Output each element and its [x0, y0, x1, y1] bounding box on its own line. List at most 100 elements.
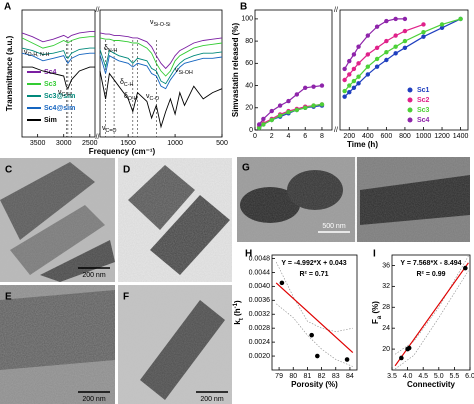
y-tick-label: 0.0020 [249, 353, 271, 360]
micrograph-g: G 500 nm [237, 157, 470, 242]
series-line [22, 66, 223, 129]
y-tick-label: 0.0024 [249, 339, 271, 346]
x-tick-label: 1000 [416, 133, 432, 140]
legend-label: Sc4 [417, 117, 430, 124]
axis-break: // [334, 127, 338, 134]
legend-label: Sim [44, 117, 57, 124]
x-tick-label: 2500 [82, 140, 98, 147]
plot-frame [21, 9, 96, 138]
x-axis-title: Time (h) [347, 140, 378, 149]
x-tick-label: 4 [287, 133, 291, 140]
x-tick-label: 4.0 [403, 373, 413, 380]
plot-frame [99, 9, 223, 138]
x-tick-label: 800 [399, 133, 411, 140]
y-tick-label: 0.0044 [249, 269, 271, 276]
x-tick-label: 3.5 [387, 373, 397, 380]
data-point [342, 66, 347, 72]
legend-marker [407, 117, 413, 123]
data-point [277, 113, 283, 118]
annotation-part: ν [146, 93, 150, 100]
data-point [279, 280, 285, 286]
y-tick-label: 0 [249, 127, 253, 134]
data-point [365, 64, 371, 69]
y-tick-label: 20 [245, 105, 253, 112]
micrograph-c: C 200 nm [0, 158, 115, 282]
annotation: R² = 0.71 [300, 271, 329, 278]
data-point [277, 103, 283, 108]
data-point [319, 102, 325, 107]
y-tick-label: 100 [241, 16, 253, 23]
data-point [374, 24, 380, 29]
panel-label: E [5, 292, 12, 303]
series-line [258, 23, 424, 128]
annotation: νC=O [102, 125, 116, 135]
series-line [21, 52, 223, 90]
data-point [351, 85, 357, 90]
data-point [342, 77, 347, 83]
x-tick-label: 5.0 [434, 373, 444, 380]
y-axis-title-part: k [233, 320, 242, 325]
fit-line [275, 282, 354, 354]
annotation: νO-H, N-H [24, 49, 50, 59]
data-point [351, 78, 357, 84]
panel-label: G [242, 163, 250, 174]
data-point [458, 16, 463, 22]
x-tick-label: 83 [332, 373, 340, 380]
y-tick-label: 0.0036 [249, 297, 271, 304]
annotation-part: N-H [108, 48, 118, 54]
data-point [347, 83, 352, 88]
y-tick-label: 0.0040 [249, 283, 271, 290]
data-point [303, 105, 308, 110]
data-point [311, 84, 316, 89]
data-point [347, 58, 352, 64]
series-line [21, 36, 223, 77]
data-point [351, 52, 357, 57]
y-tick-label: 32 [382, 283, 390, 290]
annotation-part: ν [175, 67, 179, 74]
annotation-part: δ [124, 93, 128, 100]
annotation-part: C-H [124, 82, 134, 88]
x-tick-label: 6 [303, 133, 307, 140]
panel-label: H [245, 249, 252, 260]
scale-bar-label: 200 nm [82, 396, 106, 403]
y-tick-label: 36 [382, 262, 390, 269]
data-point [402, 28, 408, 34]
annotation: νC-O [146, 93, 159, 103]
annotation: νC-H [58, 89, 71, 99]
axis-break: // [96, 7, 100, 14]
confidence-band [394, 270, 469, 370]
scale-bar-label: 200 nm [200, 396, 224, 403]
data-point [356, 61, 361, 66]
x-tick-label: 3500 [30, 140, 46, 147]
data-point [365, 52, 371, 57]
x-tick-label: 81 [304, 373, 312, 380]
micrograph-d: D [118, 158, 232, 282]
legend-marker [407, 87, 413, 93]
data-point [374, 56, 380, 62]
series-line [21, 47, 223, 85]
plot-frame [254, 9, 333, 131]
data-point [406, 345, 412, 351]
data-point [439, 25, 445, 30]
plot-frame [339, 9, 469, 131]
annotation-part: C=O [106, 128, 117, 134]
data-point [393, 33, 398, 38]
data-point [356, 81, 361, 86]
data-point [402, 38, 408, 44]
annotation: δO-H [124, 93, 138, 103]
series-line [21, 31, 223, 70]
annotation: νSi-O-Si [150, 19, 170, 29]
data-point [384, 57, 389, 63]
y-tick-label: 24 [382, 325, 390, 332]
x-tick-label: 500 [216, 140, 228, 147]
y-tick-label: 40 [245, 82, 253, 89]
x-tick-label: 84 [346, 373, 354, 380]
data-point [384, 38, 389, 44]
x-tick-label: 400 [362, 133, 374, 140]
x-axis-title: Frequency (cm⁻¹) [89, 147, 156, 156]
annotation: δC-H [120, 79, 133, 89]
annotation: Y = -4.992*X + 0.043 [281, 260, 346, 267]
micrograph-f: F 200 nm [118, 285, 232, 404]
y-tick-label: 60 [245, 60, 253, 67]
